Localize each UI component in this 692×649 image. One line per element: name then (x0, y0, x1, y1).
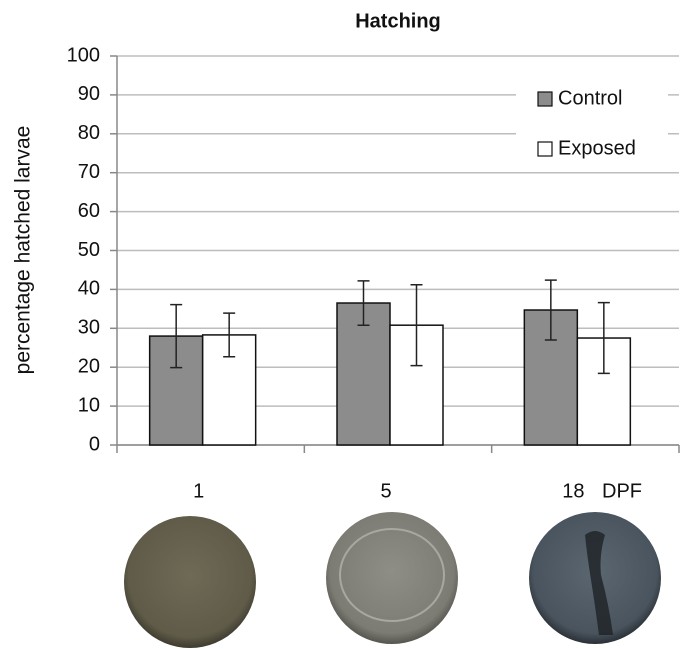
dish-image-detail (339, 528, 445, 622)
legend-label: Exposed (558, 137, 636, 159)
legend-swatch (537, 91, 553, 107)
y-tick-label: 70 (78, 161, 100, 183)
y-tick-label: 100 (67, 44, 100, 66)
y-tick-label: 20 (78, 355, 100, 377)
legend-label: Control (558, 87, 622, 109)
y-axis-label: percentage hatched larvae (12, 126, 35, 375)
chart-title: Hatching (355, 10, 441, 32)
y-tick-label: 30 (78, 317, 100, 339)
dish-image-detail (585, 531, 613, 635)
error-bar (544, 279, 557, 341)
error-bar (223, 312, 236, 358)
y-tick-label: 80 (78, 122, 100, 144)
y-tick-label: 60 (78, 200, 100, 222)
y-tick-label: 0 (89, 433, 100, 455)
legend-swatch (537, 141, 553, 157)
x-tick-label: 18 (562, 480, 584, 502)
dish-image (326, 512, 458, 644)
y-tick-label: 10 (78, 394, 100, 416)
error-bar (170, 303, 183, 369)
x-axis-label: DPF (602, 480, 642, 502)
dish-image (124, 516, 256, 648)
y-tick-label: 40 (78, 278, 100, 300)
y-tick-label: 50 (78, 239, 100, 261)
y-tick-label: 90 (78, 83, 100, 105)
bar (389, 324, 444, 446)
x-tick-label: 1 (193, 480, 204, 502)
x-tick-label: 5 (380, 480, 391, 502)
error-bar (357, 280, 370, 326)
error-bar (597, 301, 610, 375)
error-bar (410, 283, 423, 367)
